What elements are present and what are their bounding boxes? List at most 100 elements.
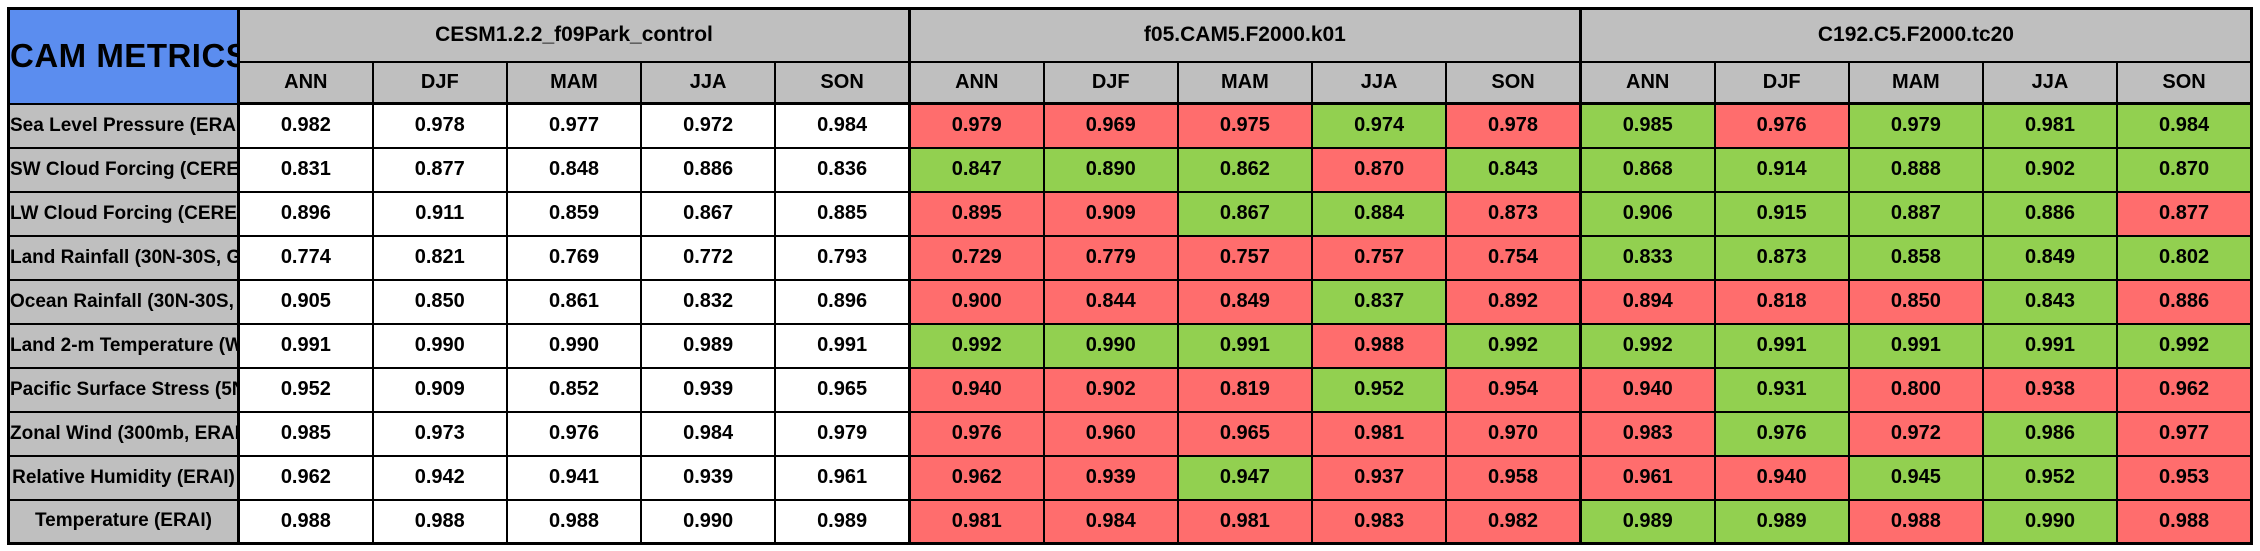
metric-cell: 0.914 — [1713, 146, 1850, 193]
metric-cell: 0.991 — [774, 322, 911, 369]
metric-row: Pacific Surface Stress (5N-5S,ERS)0.9520… — [7, 366, 2253, 413]
metric-cell: 0.990 — [1981, 498, 2119, 545]
metric-cell: 0.989 — [774, 498, 911, 545]
group-header-2: f05.CAM5.F2000.k01 — [907, 7, 1582, 63]
metric-cell: 0.958 — [1445, 454, 1582, 501]
metric-cell: 0.962 — [907, 454, 1045, 501]
season-header: MAM — [1847, 60, 1984, 105]
metric-cell: 0.976 — [505, 410, 643, 457]
metric-cell: 0.939 — [1042, 454, 1179, 501]
metric-cell: 0.960 — [1042, 410, 1179, 457]
metric-cell: 0.977 — [505, 102, 643, 149]
row-label: Land 2-m Temperature (Willmott) — [7, 322, 240, 369]
metric-cell: 0.965 — [774, 366, 911, 413]
metric-cell: 0.961 — [774, 454, 911, 501]
metric-cell: 0.984 — [774, 102, 911, 149]
metric-cell: 0.992 — [907, 322, 1045, 369]
metric-cell: 0.906 — [1578, 190, 1716, 237]
metric-cell: 0.989 — [640, 322, 777, 369]
metric-cell: 0.911 — [371, 190, 508, 237]
metric-cell: 0.832 — [640, 278, 777, 325]
metric-cell: 0.850 — [1847, 278, 1984, 325]
metric-cell: 0.894 — [1578, 278, 1716, 325]
metric-cell: 0.990 — [505, 322, 643, 369]
metric-cell: 0.888 — [1847, 146, 1984, 193]
metric-cell: 0.974 — [1310, 102, 1448, 149]
metric-cell: 0.979 — [907, 102, 1045, 149]
metric-cell: 0.861 — [505, 278, 643, 325]
metric-cell: 0.837 — [1310, 278, 1448, 325]
season-header-row: ANN DJF MAM JJA SON ANN DJF MAM JJA SON ANN DJF MAM J… — [9, 60, 2253, 105]
metric-cell: 0.947 — [1176, 454, 1314, 501]
metric-row: Ocean Rainfall (30N-30S, GPCP)0.9050.850… — [7, 278, 2253, 325]
metric-cell: 0.961 — [1578, 454, 1716, 501]
metric-cell: 0.772 — [640, 234, 777, 281]
metric-cell: 0.868 — [1578, 146, 1716, 193]
metric-cell: 0.885 — [774, 190, 911, 237]
table-header: CAM METRICS CESM1.2.2_f09Park_control f05… — [7, 7, 2253, 105]
group-header-1: CESM1.2.2_f09Park_control — [237, 7, 911, 63]
metric-row: Sea Level Pressure (ERAI) 0.982 0.978 0.977… — [7, 102, 2253, 149]
metric-cell: 0.852 — [505, 366, 643, 413]
season-header: ANN — [237, 60, 374, 105]
metric-cell: 0.991 — [1713, 322, 1850, 369]
metric-cell: 0.988 — [505, 498, 643, 545]
metric-cell: 0.870 — [2116, 146, 2253, 193]
season-header: SON — [2116, 60, 2253, 105]
metric-cell: 0.757 — [1176, 234, 1314, 281]
metric-cell: 0.982 — [237, 102, 374, 149]
metric-cell: 0.843 — [1445, 146, 1582, 193]
metric-cell: 0.836 — [774, 146, 911, 193]
table-title: CAM METRICS — [7, 7, 240, 105]
metric-cell: 0.988 — [1310, 322, 1448, 369]
season-header: ANN — [907, 60, 1045, 105]
metric-cell: 0.978 — [1445, 102, 1582, 149]
metric-cell: 0.729 — [907, 234, 1045, 281]
row-label: Zonal Wind (300mb, ERAI) — [7, 410, 240, 457]
metric-cell: 0.992 — [2116, 322, 2253, 369]
season-header: JJA — [1310, 60, 1448, 105]
metric-cell: 0.942 — [371, 454, 508, 501]
metric-cell: 0.870 — [1310, 146, 1448, 193]
metric-cell: 0.886 — [1981, 190, 2119, 237]
metric-cell: 0.979 — [774, 410, 911, 457]
metric-cell: 0.940 — [1578, 366, 1716, 413]
metric-row: LW Cloud Forcing (CERES-EBAF)0.8960.9110… — [7, 190, 2253, 237]
metric-cell: 0.895 — [907, 190, 1045, 237]
metric-cell: 0.886 — [2116, 278, 2253, 325]
metric-cell: 0.867 — [640, 190, 777, 237]
metric-row: Relative Humidity (ERAI) 0.962 0.942 0.941 0… — [7, 454, 2253, 501]
metric-cell: 0.991 — [1176, 322, 1314, 369]
season-header: SON — [1445, 60, 1582, 105]
metric-cell: 0.991 — [1981, 322, 2119, 369]
metric-cell: 0.953 — [2116, 454, 2253, 501]
metric-cell: 0.972 — [1847, 410, 1984, 457]
row-label: Land Rainfall (30N-30S, GPCP) — [7, 234, 240, 281]
metric-cell: 0.902 — [1981, 146, 2119, 193]
row-label: LW Cloud Forcing (CERES-EBAF) — [7, 190, 240, 237]
metric-cell: 0.779 — [1042, 234, 1179, 281]
metric-cell: 0.843 — [1981, 278, 2119, 325]
metric-cell: 0.937 — [1310, 454, 1448, 501]
metric-cell: 0.877 — [371, 146, 508, 193]
row-label: Ocean Rainfall (30N-30S, GPCP) — [7, 278, 240, 325]
metric-cell: 0.952 — [1310, 366, 1448, 413]
metric-cell: 0.985 — [1578, 102, 1716, 149]
metric-cell: 0.977 — [2116, 410, 2253, 457]
metric-cell: 0.831 — [237, 146, 374, 193]
row-label: Temperature (ERAI) — [7, 498, 240, 545]
metric-cell: 0.973 — [371, 410, 508, 457]
metric-cell: 0.915 — [1713, 190, 1850, 237]
metric-cell: 0.900 — [907, 278, 1045, 325]
metric-cell: 0.939 — [640, 366, 777, 413]
metric-cell: 0.965 — [1176, 410, 1314, 457]
metric-cell: 0.990 — [371, 322, 508, 369]
metric-cell: 0.991 — [237, 322, 374, 369]
metric-cell: 0.754 — [1445, 234, 1582, 281]
metric-cell: 0.884 — [1310, 190, 1448, 237]
metric-cell: 0.909 — [371, 366, 508, 413]
metric-cell: 0.873 — [1713, 234, 1850, 281]
metric-cell: 0.985 — [237, 410, 374, 457]
season-header: MAM — [1176, 60, 1314, 105]
metric-cell: 0.940 — [907, 366, 1045, 413]
